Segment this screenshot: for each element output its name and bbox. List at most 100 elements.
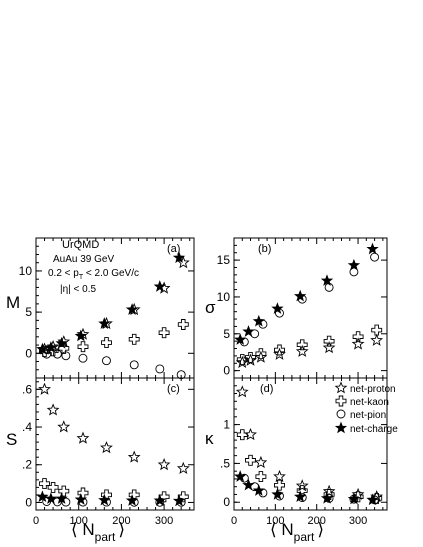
legend-symbol-net-proton (334, 381, 348, 394)
point-net-proton-c (46, 403, 60, 416)
x-axis-title-left-main: ⟨ N (71, 520, 95, 539)
point-net-charge-a (74, 329, 88, 342)
legend-label-net-pion: net-pion (350, 410, 386, 421)
point-net-kaon-a (77, 341, 89, 353)
point-net-proton-b (322, 341, 336, 354)
legend-marker-net-proton (334, 381, 348, 394)
panel-tag-d: (d) (260, 383, 273, 395)
point-net-charge-b (347, 258, 361, 271)
panel-frame-c (35, 377, 195, 511)
point-net-kaon-c (47, 481, 59, 493)
x-axis-title-left: ⟨ Npart ⟩ (71, 520, 125, 544)
point-net-charge-b (242, 325, 255, 337)
point-net-charge-a (98, 317, 111, 329)
point-net-kaon-a (128, 333, 140, 345)
point-net-charge-d (366, 493, 379, 506)
point-net-kaon-d (245, 454, 256, 466)
point-net-kaon-b (236, 354, 248, 366)
point-net-proton-b (295, 344, 309, 357)
panel-tag-a: (a) (167, 243, 180, 255)
point-net-kaon-c (158, 491, 170, 503)
point-net-proton-c (157, 457, 171, 471)
point-net-charge-b (366, 242, 379, 255)
legend-entry-net-pion: net-pion (336, 409, 386, 421)
point-net-charge-d (252, 484, 266, 496)
point-net-charge-c (36, 490, 49, 503)
point-net-proton-b (254, 350, 268, 363)
point-net-proton-d (322, 484, 336, 497)
point-net-charge-b (271, 302, 284, 314)
point-net-charge-c (55, 492, 68, 504)
x-axis-title-left-sub: part (95, 530, 116, 544)
y-tick-label: 10 (19, 264, 33, 278)
annotation-pt-main: 0.2 < p (48, 268, 79, 279)
x-tick-label: 300 (155, 515, 173, 527)
annotation-block: UrQMD AuAu 39 GeV 0.2 < pT < 2.0 GeV/c |… (48, 239, 139, 295)
y-tick-label: .5 (220, 456, 230, 470)
point-net-proton-a (176, 255, 190, 269)
point-net-proton-b (351, 337, 365, 350)
point-net-kaon-a (101, 337, 112, 349)
annotation-eta: |η| < 0.5 (60, 284, 96, 295)
legend-entry-net-kaon: net-kaon (335, 395, 389, 408)
point-net-proton-c (38, 382, 51, 395)
point-net-proton-c (100, 441, 113, 454)
y-tick-label: .2 (22, 458, 32, 472)
point-net-proton-c (127, 450, 141, 463)
y-tick-label: .4 (22, 420, 32, 434)
y-axis-title-b: σ (205, 298, 216, 317)
x-tick-label: 300 (349, 515, 367, 527)
y-tick-label: 5 (25, 305, 32, 319)
y-tick-label: 0 (223, 364, 230, 378)
point-net-kaon-b (274, 344, 285, 356)
x-tick-label: 100 (266, 515, 284, 527)
x-tick-label: 200 (308, 515, 326, 527)
annotation-model: UrQMD (62, 239, 99, 251)
point-net-proton-d (351, 487, 365, 500)
point-net-proton-c (57, 420, 71, 433)
legend-entry-net-proton: net-proton (334, 381, 396, 395)
point-net-pion-a (61, 351, 71, 361)
point-net-kaon-b (352, 331, 364, 343)
legend-label-net-charge: net-charge (350, 424, 398, 435)
point-net-charge-a (36, 342, 49, 355)
panel-tag-b: (b) (258, 243, 271, 255)
point-net-charge-c (125, 494, 139, 506)
panel-c: 0 100 200 300 0 .2 .4 .6 S (c) (6, 377, 195, 527)
point-net-proton-d (295, 479, 309, 492)
x-axis-title-right-sub: part (294, 530, 315, 544)
annotation-pt: 0.2 < pT < 2.0 GeV/c (48, 268, 139, 281)
x-axis-title-right-main: ⟨ N (270, 520, 294, 539)
point-net-charge-d (242, 478, 255, 491)
x-tick-label: 200 (112, 515, 130, 527)
legend-symbol-net-charge (334, 421, 348, 434)
point-net-charge-d (347, 492, 361, 505)
point-net-kaon-d (274, 479, 285, 491)
legend-marker-net-pion (336, 409, 346, 419)
legend-symbol-net-kaon (335, 395, 347, 407)
point-net-pion-a (129, 360, 139, 370)
y-tick-label: 5 (223, 327, 230, 341)
legend-label-net-kaon: net-kaon (350, 397, 389, 408)
x-axis-title-left-close: ⟩ (118, 520, 125, 539)
y-tick-label: .6 (22, 382, 32, 396)
point-net-charge-a (125, 303, 139, 315)
point-net-kaon-b (296, 339, 308, 351)
point-net-pion-a (42, 349, 52, 359)
point-net-proton-d (273, 469, 286, 483)
point-net-charge-c (153, 494, 167, 506)
point-net-charge-c (74, 493, 88, 505)
y-tick-label: 10 (217, 290, 231, 304)
point-net-charge-a (172, 251, 186, 264)
legend-marker-net-kaon (335, 395, 347, 407)
point-net-charge-b (234, 333, 247, 345)
legend-marker-net-charge (334, 421, 348, 434)
point-net-proton-d (254, 455, 268, 469)
legend-entry-net-charge: net-charge (334, 421, 398, 435)
legend: net-proton net-kaon net-pion net-charge (334, 381, 398, 435)
annotation-system: AuAu 39 GeV (53, 254, 114, 265)
legend-label-net-proton: net-proton (350, 384, 396, 395)
panel-tag-c: (c) (167, 383, 180, 395)
point-net-charge-a (55, 336, 68, 349)
point-net-proton-c (76, 431, 90, 444)
